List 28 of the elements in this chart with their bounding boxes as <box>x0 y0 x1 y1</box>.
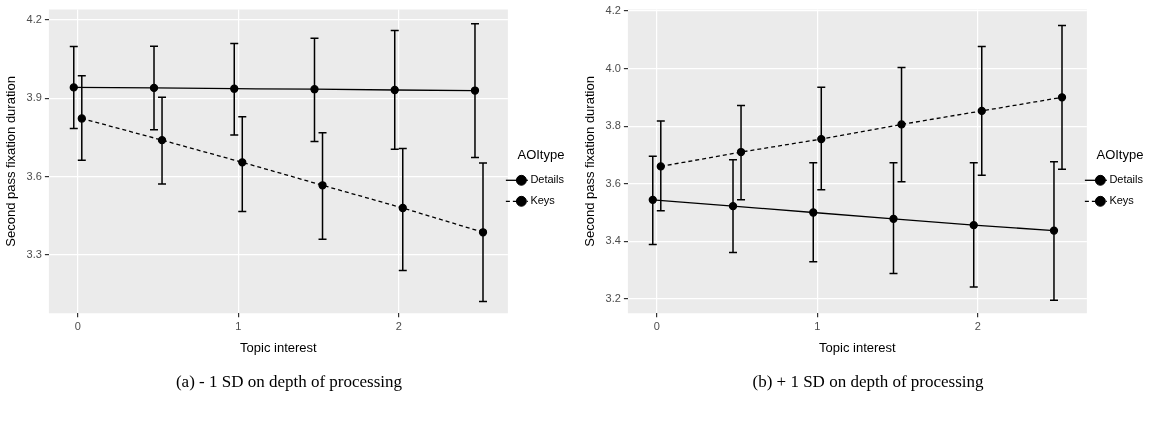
legend-label: Details <box>530 173 565 186</box>
x-tick-label: 2 <box>395 319 402 332</box>
text: (b) + 1 SD on depth of processing <box>751 372 985 392</box>
y-tick-label: 4.2 <box>26 13 42 26</box>
y-tick-label: 3.9 <box>26 91 42 104</box>
x-tick-label: 1 <box>235 319 242 332</box>
y-axis-title: Second pass fixation duration <box>582 76 598 247</box>
legend-label: Keys <box>1109 194 1135 207</box>
x-tick-label: 2 <box>974 319 981 332</box>
y-tick-label: 3.6 <box>26 169 42 182</box>
x-axis-title: Topic interest <box>819 339 897 355</box>
legend-label: Keys <box>530 194 556 207</box>
x-tick-label: 0 <box>653 319 660 332</box>
legend-label: Details <box>1109 173 1144 186</box>
y-tick-label: 3.4 <box>605 234 621 247</box>
text: (a) - 1 SD on depth of processing <box>174 372 404 392</box>
y-axis-title: Second pass fixation duration <box>3 76 19 247</box>
y-tick-label: 4.2 <box>605 4 621 17</box>
y-tick-label: 3.2 <box>605 291 621 304</box>
y-tick-label: 3.8 <box>605 119 621 132</box>
x-axis-title: Topic interest <box>240 339 318 355</box>
y-tick-label: 3.3 <box>26 248 42 261</box>
x-tick-label: 1 <box>814 319 821 332</box>
x-tick-label: 0 <box>74 319 81 332</box>
y-tick-label: 3.6 <box>605 176 621 189</box>
y-tick-label: 4.0 <box>605 61 621 74</box>
legend-title: AOItype <box>517 147 565 163</box>
legend-title: AOItype <box>1096 147 1144 163</box>
